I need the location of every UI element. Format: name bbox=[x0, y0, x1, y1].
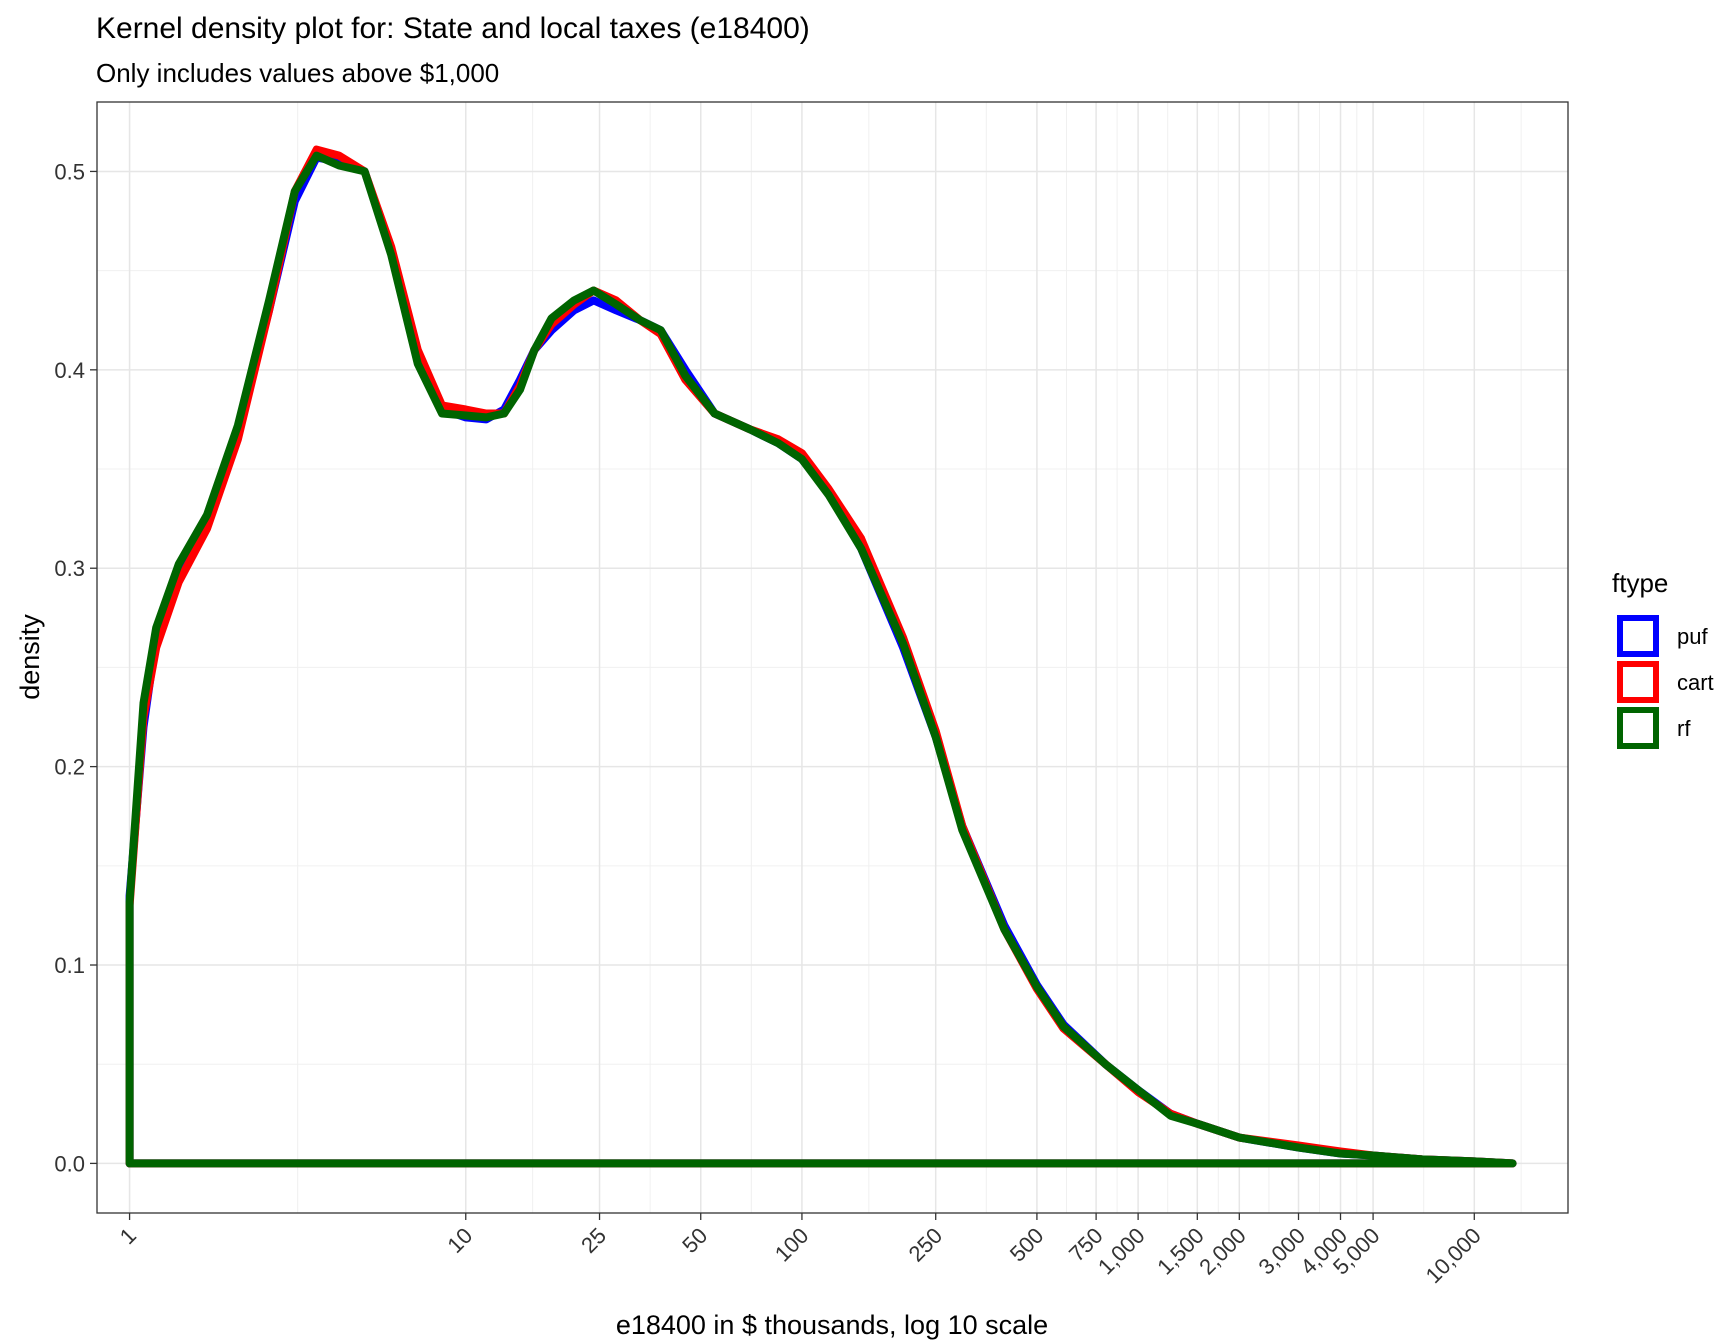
y-tick-label: 0.0 bbox=[54, 1151, 85, 1176]
x-tick-label: 1 bbox=[115, 1223, 141, 1249]
x-tick-label: 100 bbox=[770, 1223, 814, 1267]
x-tick-label: 10 bbox=[442, 1223, 477, 1258]
axes: 0.00.10.20.30.40.51 10 25 50 100 250 500 7501,0… bbox=[54, 159, 1485, 1288]
y-tick-label: 0.1 bbox=[54, 953, 85, 978]
y-tick-label: 0.4 bbox=[54, 358, 85, 383]
series-line-rf bbox=[125, 151, 1517, 1168]
y-tick-label: 0.3 bbox=[54, 556, 85, 581]
plot-panel-border bbox=[96, 101, 1569, 1214]
legend-label-puf: puf bbox=[1677, 624, 1708, 649]
series-line-puf bbox=[125, 153, 1517, 1168]
x-tick-label: 25 bbox=[576, 1223, 611, 1258]
grid-lines bbox=[97, 102, 1568, 1213]
series-line-cart bbox=[125, 145, 1517, 1168]
chart-title: Kernel density plot for: State and local… bbox=[96, 12, 810, 45]
y-tick-label: 0.2 bbox=[54, 755, 85, 780]
x-axis-title: e18400 in $ thousands, log 10 scale bbox=[616, 1310, 1048, 1340]
chart-subtitle: Only includes values above $1,000 bbox=[96, 58, 499, 88]
x-tick-label: 250 bbox=[904, 1223, 948, 1267]
y-tick-label: 0.5 bbox=[54, 159, 85, 184]
legend-label-cart: cart bbox=[1677, 670, 1714, 695]
x-tick-label: 1,000 bbox=[1093, 1223, 1150, 1280]
x-tick-label: 10,000 bbox=[1421, 1223, 1486, 1288]
legend-title: ftype bbox=[1612, 568, 1668, 598]
x-tick-label: 1,500 bbox=[1152, 1223, 1209, 1280]
legend-label-rf: rf bbox=[1677, 716, 1691, 741]
legend-key-puf bbox=[1617, 615, 1659, 657]
y-axis-title: density bbox=[15, 614, 45, 700]
series-lines bbox=[125, 145, 1517, 1168]
legend: ftype puf cart rf bbox=[1612, 568, 1714, 749]
x-tick-label: 3,000 bbox=[1253, 1223, 1310, 1280]
legend-key-cart bbox=[1617, 661, 1659, 703]
x-tick-label: 2,000 bbox=[1194, 1223, 1251, 1280]
x-tick-label: 500 bbox=[1005, 1223, 1049, 1267]
legend-key-rf bbox=[1617, 707, 1659, 749]
x-tick-label: 50 bbox=[677, 1223, 712, 1258]
